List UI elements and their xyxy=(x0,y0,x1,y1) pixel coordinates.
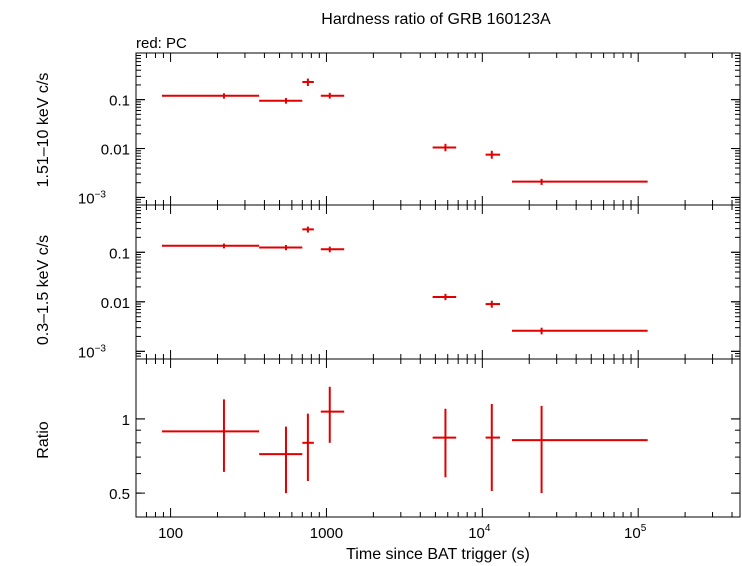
data-point xyxy=(320,386,345,443)
y-tick-label: 0.01 xyxy=(101,295,130,312)
panel-soft: 0.1 0.01 10−3 0.3–1.5 keV c/s xyxy=(35,204,741,361)
data-point xyxy=(320,92,345,99)
data-point xyxy=(511,327,648,335)
panels: 0.1 0.01 10−3 1.51–10 keV c/s 0.1 0.01 10−3 0.3… xyxy=(35,52,741,542)
panel-hard: 0.1 0.01 10−3 1.51–10 keV c/s xyxy=(35,52,741,207)
y-tick-label: 0.1 xyxy=(109,245,130,262)
data-point xyxy=(511,405,648,494)
y-tick-label: 0.01 xyxy=(101,142,130,159)
data-point xyxy=(432,293,457,301)
data-point xyxy=(302,78,314,87)
x-tick-label: 105 xyxy=(624,523,647,542)
data-point xyxy=(259,426,303,494)
data-point xyxy=(320,246,345,253)
data-point xyxy=(485,300,501,308)
data-point xyxy=(161,93,260,99)
panel-frame xyxy=(135,204,741,360)
x-tick-label: 100 xyxy=(158,525,183,542)
data-point xyxy=(485,403,501,491)
panel-ratio: 1 0.5 100 1000 104 105 Ratio xyxy=(35,358,741,542)
x-axis-label: Time since BAT trigger (s) xyxy=(346,546,530,563)
data-point xyxy=(485,150,501,159)
y-tick-label: 0.1 xyxy=(109,93,130,110)
data-point xyxy=(432,143,457,152)
y-tick-label: 10−3 xyxy=(78,189,107,207)
data-point xyxy=(259,98,303,104)
data-point xyxy=(161,399,260,472)
x-tick-label: 1000 xyxy=(310,525,343,542)
data-point xyxy=(432,408,457,478)
data-point xyxy=(259,245,303,251)
chart-title: Hardness ratio of GRB 160123A xyxy=(321,11,551,28)
data-point xyxy=(161,243,260,249)
data-point xyxy=(511,178,648,185)
y-axis-label: 0.3–1.5 keV c/s xyxy=(35,235,52,345)
x-tick-label: 104 xyxy=(468,523,491,542)
data-point xyxy=(302,413,314,481)
series-note: red: PC xyxy=(136,35,187,52)
panel-frame xyxy=(135,52,741,206)
y-tick-label: 10−3 xyxy=(78,343,107,361)
data-point xyxy=(302,226,314,233)
y-axis-label: Ratio xyxy=(35,421,52,458)
y-tick-label: 0.5 xyxy=(109,486,130,503)
panel-frame xyxy=(135,358,741,518)
y-tick-label: 1 xyxy=(122,412,130,429)
y-axis-label: 1.51–10 keV c/s xyxy=(35,73,52,188)
